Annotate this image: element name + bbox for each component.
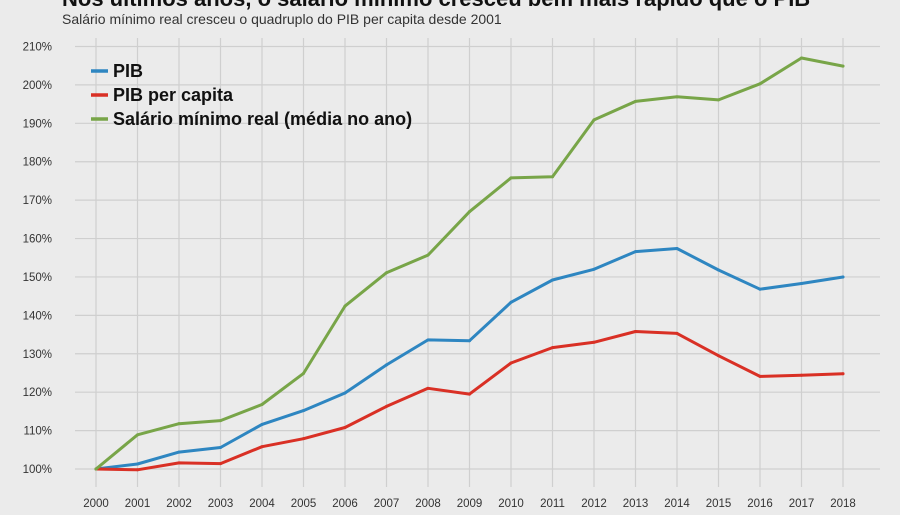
data-point [260, 422, 264, 426]
data-point [717, 98, 720, 102]
legend-label: PIB per capita [113, 85, 234, 105]
data-point [136, 468, 139, 472]
x-tick-label: 2007 [374, 498, 400, 510]
legend: PIB PIB per capita Salário mínimo real (mé… [91, 61, 412, 129]
x-tick-label: 2018 [830, 498, 856, 510]
data-point [426, 253, 430, 257]
x-tick-label: 2000 [83, 498, 109, 510]
data-point [841, 64, 845, 68]
data-point [302, 409, 305, 413]
data-point [136, 433, 139, 437]
data-point [551, 175, 554, 179]
data-point [136, 462, 139, 466]
data-point [509, 361, 513, 365]
data-point [343, 304, 347, 308]
data-point [468, 339, 471, 343]
x-tick-label: 2003 [208, 498, 234, 510]
x-tick-label: 2008 [415, 498, 441, 510]
x-tick-label: 2004 [249, 498, 275, 510]
x-axis: 2000 2001 2002 2003 2004 2005 2006 2007 2008 2009… [83, 498, 856, 510]
y-tick-label: 140% [23, 310, 52, 322]
y-axis: 100% 110% 120% 130% 140% 150% 160% 170% 180% 190%… [23, 42, 52, 477]
data-point [260, 402, 264, 406]
data-point [592, 118, 596, 122]
y-tick-label: 120% [23, 387, 52, 399]
x-tick-label: 2014 [664, 498, 690, 510]
data-point [177, 461, 181, 465]
data-point [385, 404, 388, 408]
data-point [302, 437, 305, 441]
y-tick-label: 100% [23, 464, 52, 476]
data-point [592, 340, 596, 344]
x-tick-label: 2011 [540, 498, 565, 510]
data-point [343, 426, 347, 430]
y-tick-label: 160% [23, 234, 52, 246]
data-point [219, 462, 222, 466]
x-tick-label: 2002 [166, 498, 192, 510]
legend-label: Salário mínimo real (média no ano) [113, 109, 412, 129]
x-tick-label: 2010 [498, 498, 524, 510]
x-tick-label: 2005 [291, 498, 317, 510]
data-point [800, 373, 803, 377]
y-tick-label: 200% [23, 80, 52, 92]
data-point [717, 268, 720, 272]
data-point [343, 391, 347, 395]
x-tick-label: 2001 [125, 498, 151, 510]
y-tick-label: 210% [23, 42, 52, 54]
y-tick-label: 180% [23, 157, 52, 169]
data-point [468, 392, 471, 396]
data-point [509, 300, 513, 304]
x-tick-label: 2017 [789, 498, 815, 510]
data-point [592, 267, 596, 271]
y-tick-label: 190% [23, 118, 52, 130]
x-tick-label: 2015 [706, 498, 732, 510]
data-point [177, 450, 181, 454]
data-point [260, 445, 264, 449]
data-point [302, 371, 305, 375]
y-tick-label: 130% [23, 349, 52, 361]
data-point [675, 95, 679, 99]
data-point [675, 247, 679, 251]
data-point [426, 338, 430, 342]
x-tick-label: 2009 [457, 498, 483, 510]
data-point [385, 271, 388, 275]
chart-title: Nos últimos anos, o salário mínimo cresc… [62, 0, 810, 12]
data-point [634, 329, 637, 333]
y-tick-label: 150% [23, 272, 52, 284]
y-tick-label: 110% [23, 426, 52, 438]
data-point [634, 99, 637, 103]
data-point [94, 467, 98, 471]
data-point [841, 372, 845, 376]
x-tick-label: 2016 [747, 498, 773, 510]
data-point [717, 354, 720, 358]
data-point [758, 82, 762, 86]
x-tick-label: 2006 [332, 498, 358, 510]
data-point [551, 346, 554, 350]
data-point [800, 281, 803, 285]
x-tick-label: 2013 [623, 498, 649, 510]
data-point [551, 278, 554, 282]
data-point [219, 419, 222, 423]
data-point [385, 363, 388, 367]
data-point [758, 374, 762, 378]
data-point [758, 287, 762, 291]
data-point [219, 445, 222, 449]
data-point [468, 210, 471, 214]
data-point [841, 275, 845, 279]
data-point [509, 176, 513, 180]
chart-subtitle: Salário mínimo real cresceu o quadruplo … [62, 11, 502, 27]
x-tick-label: 2012 [581, 498, 607, 510]
y-tick-label: 170% [23, 195, 52, 207]
data-point [426, 386, 430, 390]
data-point [634, 250, 637, 254]
data-point [675, 331, 679, 335]
series-lines [94, 56, 845, 472]
data-point [800, 56, 803, 60]
data-point [177, 422, 181, 426]
grid-lines [75, 38, 880, 487]
legend-label: PIB [113, 61, 143, 81]
